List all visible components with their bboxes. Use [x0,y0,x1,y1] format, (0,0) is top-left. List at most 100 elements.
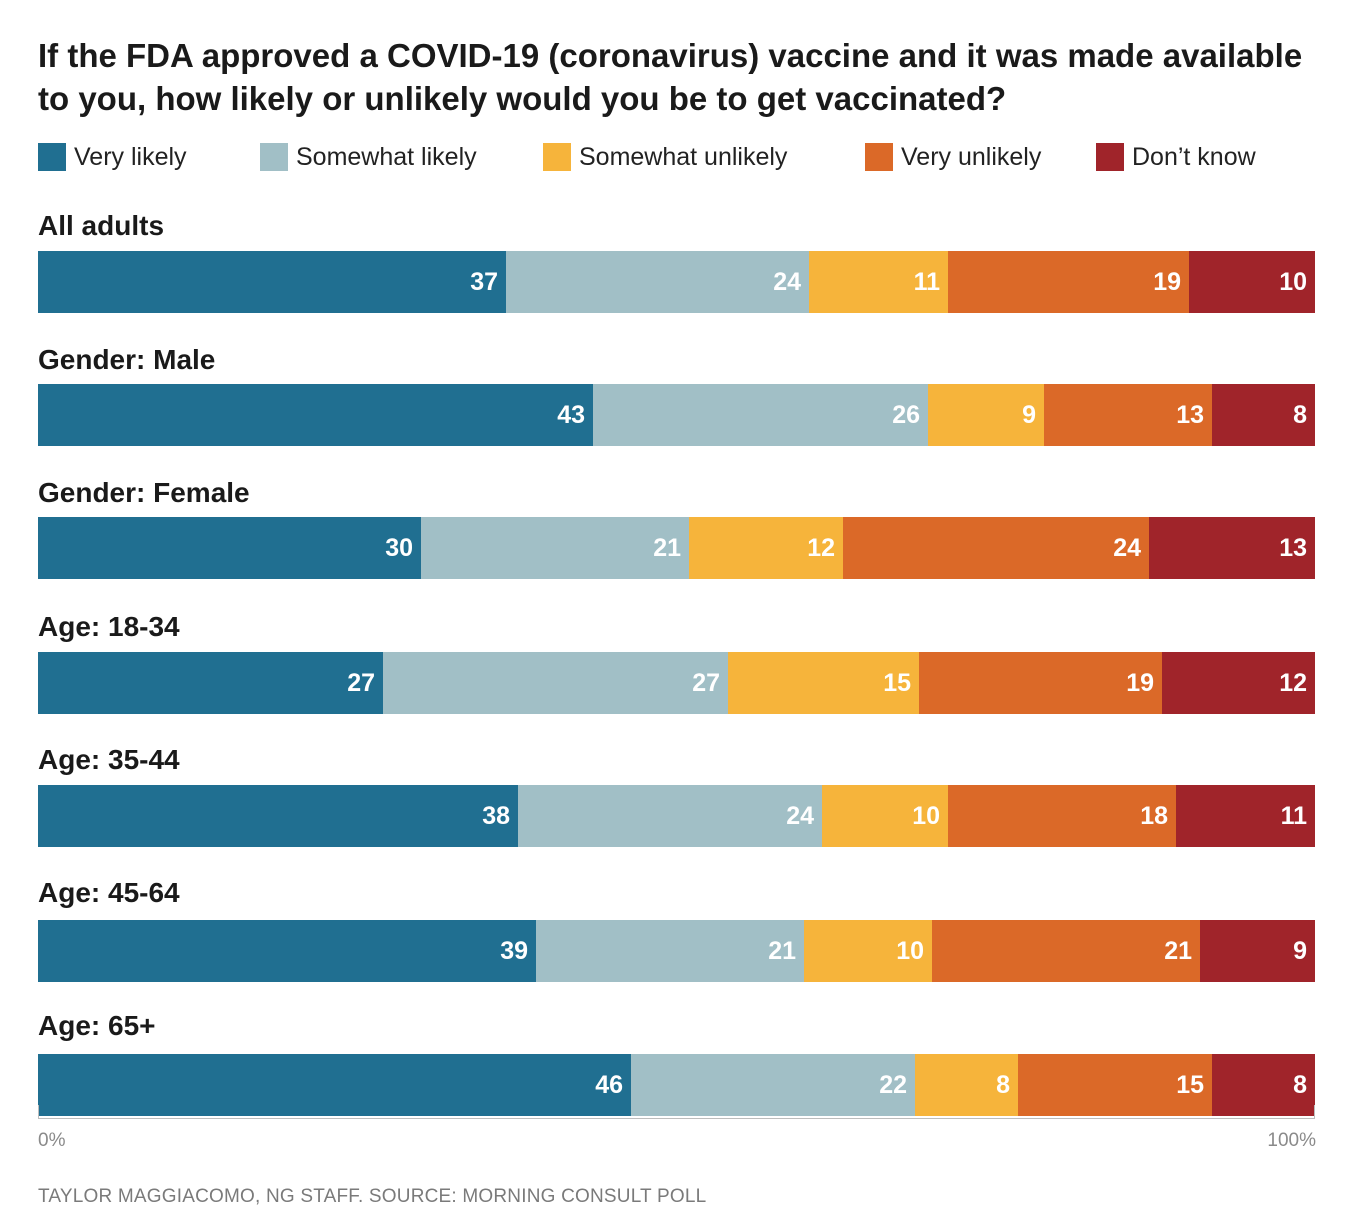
bar-segment: 21 [932,920,1200,982]
bar-segment: 27 [383,652,728,714]
data-label: 19 [1126,669,1154,697]
legend-label: Don’t know [1132,142,1256,171]
bar-segment: 12 [1162,652,1315,714]
data-label: 12 [807,534,835,562]
bar-segment: 39 [38,920,536,982]
bar-segment: 21 [421,517,689,579]
category-label: Age: 18-34 [38,611,180,642]
data-label: 21 [768,937,796,965]
stacked-bar: 27 27 15 19 12 [38,652,1315,714]
bar-segment: 13 [1149,517,1315,579]
legend-label: Very unlikely [901,142,1042,171]
bar-segment: 43 [38,384,593,446]
data-label: 8 [1293,401,1307,429]
data-label: 21 [1164,937,1192,965]
legend-swatch [1096,143,1124,171]
data-label: 37 [470,268,498,296]
bar-segment: 11 [1176,785,1315,847]
data-label: 27 [347,669,375,697]
bar-segment: 8 [915,1054,1018,1116]
data-label: 43 [557,401,585,429]
bar-segment: 19 [948,251,1189,313]
bar-segment: 37 [38,251,506,313]
legend-swatch [38,143,66,171]
bar-segment: 11 [809,251,948,313]
stacked-bar: 37 24 11 19 10 [38,251,1315,313]
data-label: 24 [1113,534,1141,562]
data-label: 24 [773,268,801,296]
data-label: 46 [595,1071,623,1099]
data-label: 39 [500,937,528,965]
data-label: 21 [653,534,681,562]
data-label: 19 [1153,268,1181,296]
category-label: Age: 45-64 [38,877,180,908]
stacked-bar: 39 21 10 21 9 [38,920,1315,982]
legend-item: Don’t know [1096,140,1256,174]
bar-segment: 24 [843,517,1149,579]
data-label: 38 [482,802,510,830]
data-label: 11 [1280,802,1307,830]
stacked-bar: 38 24 10 18 11 [38,785,1315,847]
bar-segment: 38 [38,785,518,847]
bar-segment: 12 [689,517,843,579]
category-label: All adults [38,210,165,241]
bar-segment: 24 [518,785,822,847]
data-label: 15 [1176,1071,1204,1099]
data-label: 12 [1279,669,1307,697]
x-axis-tick-end [1314,1105,1315,1119]
bar-segment: 26 [593,384,928,446]
bar-segment: 9 [928,384,1044,446]
legend-label: Somewhat likely [296,142,477,171]
data-label: 9 [1022,401,1036,429]
bar-segment: 10 [1189,251,1315,313]
data-label: 11 [913,268,940,296]
data-label: 8 [1293,1071,1307,1099]
bar-segment: 9 [1200,920,1315,982]
data-label: 10 [896,937,924,965]
legend-item: Somewhat unlikely [543,140,787,174]
legend-item: Very likely [38,140,187,174]
data-label: 10 [912,802,940,830]
bar-segment: 18 [948,785,1176,847]
data-label: 13 [1279,534,1307,562]
legend-item: Very unlikely [865,140,1041,174]
bar-segment: 10 [804,920,932,982]
legend-label: Somewhat unlikely [579,142,788,171]
x-axis-line [38,1118,1315,1119]
data-label: 22 [879,1071,907,1099]
source-credit: TAYLOR MAGGIACOMO, NG STAFF. SOURCE: MOR… [38,1186,707,1207]
data-label: 27 [692,669,720,697]
chart-title: If the FDA approved a COVID-19 (coronavi… [38,37,1303,117]
bar-segment: 15 [728,652,919,714]
bar-segment: 46 [38,1054,631,1116]
data-label: 26 [892,401,920,429]
bar-segment: 27 [38,652,383,714]
chart-legend: Very likely Somewhat likely Somewhat unlik… [38,140,1328,174]
bar-segment: 15 [1018,1054,1212,1116]
data-label: 13 [1176,401,1204,429]
legend-swatch [260,143,288,171]
data-label: 8 [996,1071,1010,1099]
stacked-bar: 43 26 9 13 8 [38,384,1315,446]
x-axis-tick-label-end: 100% [1267,1130,1316,1151]
x-axis-tick-label-start: 0% [38,1130,66,1151]
category-label: Gender: Female [38,477,250,508]
stacked-bar: 46 22 8 15 8 [38,1054,1315,1116]
legend-label: Very likely [74,142,187,171]
bar-segment: 10 [822,785,948,847]
bar-segment: 19 [919,652,1162,714]
category-label: Gender: Male [38,344,216,375]
category-label: Age: 65+ [38,1010,156,1041]
legend-item: Somewhat likely [260,140,477,174]
bar-segment: 21 [536,920,804,982]
bar-segment: 22 [631,1054,915,1116]
data-label: 9 [1293,937,1307,965]
legend-swatch [543,143,571,171]
data-label: 24 [786,802,814,830]
data-label: 10 [1279,268,1307,296]
bar-segment: 30 [38,517,421,579]
bar-segment: 13 [1044,384,1212,446]
bar-segment: 8 [1212,1054,1315,1116]
category-label: Age: 35-44 [38,744,180,775]
bar-segment: 8 [1212,384,1315,446]
